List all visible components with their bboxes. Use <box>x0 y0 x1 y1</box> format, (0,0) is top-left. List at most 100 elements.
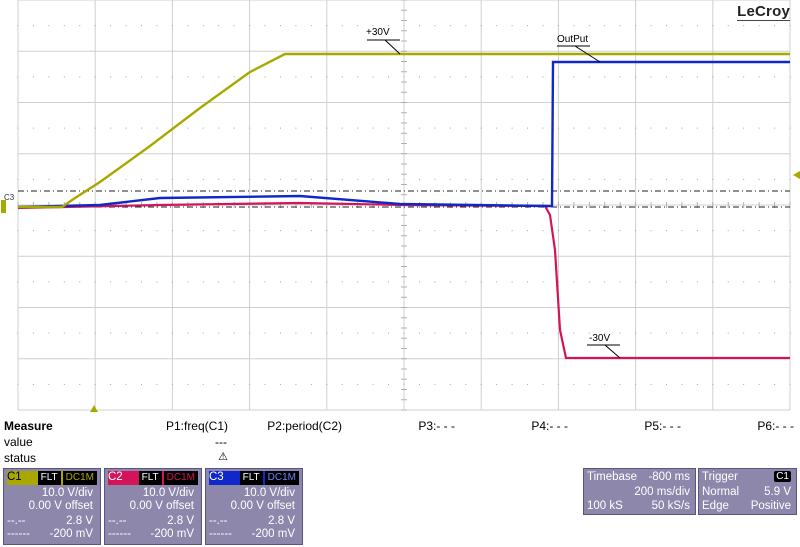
grid-dot <box>758 332 760 334</box>
grid-dot <box>557 76 559 78</box>
timebase-delay: -800 ms <box>648 471 690 483</box>
grid-dot <box>789 127 791 129</box>
param-p5[interactable]: P5:- - - <box>644 419 681 433</box>
grid-dot <box>171 230 173 232</box>
grid-dot <box>434 25 436 27</box>
grid-dot <box>279 127 281 129</box>
grid-dot <box>743 281 745 283</box>
grid-dot <box>681 230 683 232</box>
grid-dot <box>125 76 127 78</box>
grid-dot <box>712 230 714 232</box>
grid-dot <box>418 76 420 78</box>
grid-dot <box>619 332 621 334</box>
grid-dot <box>418 25 420 27</box>
grid-dot <box>279 76 281 78</box>
grid-dot <box>326 127 328 129</box>
channel-c1-m1: 2.8 V <box>66 515 93 527</box>
grid-dot <box>187 281 189 283</box>
grid-dot <box>249 76 251 78</box>
grid-dot <box>249 383 251 385</box>
channel-c3-m2-label: ------ <box>209 528 232 540</box>
grid-dot <box>79 281 81 283</box>
grid-dot <box>249 332 251 334</box>
measure-title: Measure <box>4 419 53 433</box>
grid-dot <box>110 178 112 180</box>
grid-dot <box>202 76 204 78</box>
param-p3[interactable]: P3:- - - <box>418 419 455 433</box>
grid-dot <box>372 127 374 129</box>
param-p1[interactable]: P1:freq(C1) <box>165 419 228 433</box>
grid-dot <box>218 127 220 129</box>
grid-dot <box>712 178 714 180</box>
grid-dot <box>650 25 652 27</box>
param-p6[interactable]: P6:- - - <box>757 419 794 433</box>
grid-dot <box>202 25 204 27</box>
grid-dot <box>218 76 220 78</box>
grid-dot <box>326 178 328 180</box>
ground-marker-c1[interactable] <box>1 200 6 213</box>
grid-dot <box>171 178 173 180</box>
grid-dot <box>264 25 266 27</box>
grid-dot <box>218 383 220 385</box>
grid-dot <box>434 178 436 180</box>
grid-dot <box>465 25 467 27</box>
grid-dot <box>635 178 637 180</box>
grid-dot <box>279 332 281 334</box>
grid-dot <box>681 76 683 78</box>
grid-dot <box>357 383 359 385</box>
param-p2[interactable]: P2:period(C2) <box>267 419 342 433</box>
grid-dot <box>187 332 189 334</box>
grid-dot <box>372 25 374 27</box>
grid-dot <box>712 332 714 334</box>
timebase-label: Timebase <box>587 471 638 483</box>
grid-dot <box>17 281 19 283</box>
grid-dot <box>665 230 667 232</box>
grid-dot <box>619 178 621 180</box>
grid-dot <box>449 25 451 27</box>
grid-dot <box>233 230 235 232</box>
grid-dot <box>449 127 451 129</box>
trigger-level-marker[interactable] <box>793 171 800 179</box>
waveform-display[interactable]: LeCroy C3 +30V OutPut -30V <box>0 0 800 412</box>
grid-dot <box>511 76 513 78</box>
grid-dot <box>202 178 204 180</box>
grid-dot <box>156 281 158 283</box>
grid-dot <box>743 25 745 27</box>
grid-dot <box>403 25 405 27</box>
channel-c1-m1-label: --.-- <box>7 515 26 527</box>
grid-dot <box>233 383 235 385</box>
grid-dot <box>696 281 698 283</box>
grid-dot <box>94 178 96 180</box>
grid-dot <box>79 25 81 27</box>
grid-dot <box>171 76 173 78</box>
grid-dot <box>604 76 606 78</box>
grid-dot <box>125 178 127 180</box>
grid-dot <box>279 383 281 385</box>
grid-dot <box>372 281 374 283</box>
trigger-position-marker[interactable] <box>90 405 98 412</box>
grid-dot <box>310 230 312 232</box>
channel-c1-panel[interactable]: C1 FLT DC1M 10.0 V/div 0.00 V offset --.-… <box>3 468 101 545</box>
grid-dot <box>665 25 667 27</box>
grid-dot <box>604 127 606 129</box>
channel-c1-vdiv: 10.0 V/div <box>41 487 93 499</box>
grid-dot <box>141 281 143 283</box>
channel-c2-panel[interactable]: C2 FLT DC1M 10.0 V/div 0.00 V offset --.-… <box>104 468 202 545</box>
trigger-panel[interactable]: Trigger C1 Normal 5.9 V Edge Positive <box>698 468 797 515</box>
grid-dot <box>156 178 158 180</box>
grid-dot <box>573 332 575 334</box>
grid-dot <box>357 76 359 78</box>
grid-dot <box>542 281 544 283</box>
grid-dot <box>141 178 143 180</box>
measure-panel: Measure value status P1:freq(C1) P2:peri… <box>0 412 800 466</box>
trigger-slope: Positive <box>750 500 791 512</box>
grid-dot <box>295 332 297 334</box>
grid-dot <box>264 127 266 129</box>
timebase-panel[interactable]: Timebase -800 ms 200 ms/div 100 kS 50 kS/s <box>583 468 696 515</box>
grid-dot <box>774 332 776 334</box>
param-p4[interactable]: P4:- - - <box>531 419 568 433</box>
channel-c3-panel[interactable]: C3 FLT DC1M 10.0 V/div 0.00 V offset --.-… <box>205 468 303 545</box>
grid-dot <box>94 25 96 27</box>
grid-dot <box>218 281 220 283</box>
grid-dot <box>789 25 791 27</box>
